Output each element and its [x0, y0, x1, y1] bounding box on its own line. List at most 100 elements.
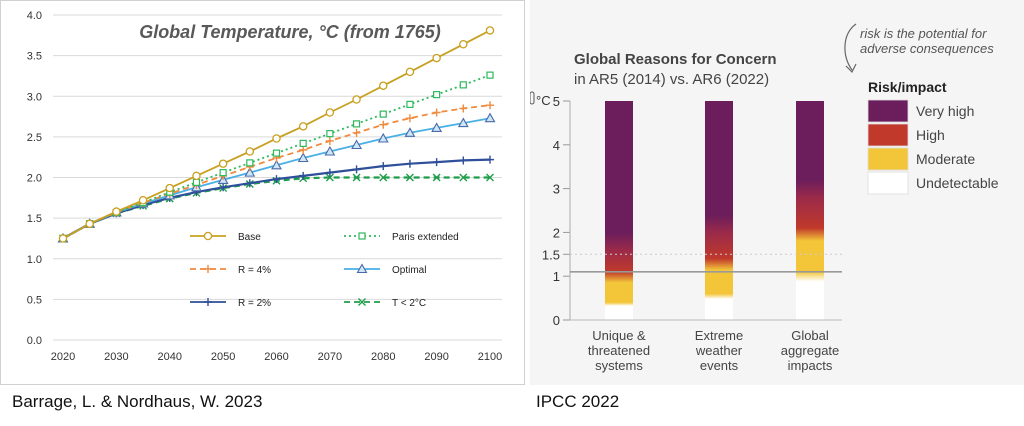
x-tick-label: 2100: [478, 351, 502, 363]
y-tick-label: 1.5: [542, 247, 560, 262]
data-point: [484, 112, 496, 123]
thermometer-icon: [529, 91, 535, 105]
category-label: threatened: [588, 343, 650, 358]
data-point: [432, 158, 441, 167]
data-point: [486, 101, 494, 110]
data-point: [138, 195, 148, 205]
legend-label: Undetectable: [916, 175, 999, 191]
chart-title: Global Reasons for Concern: [574, 51, 777, 68]
data-point: [245, 179, 254, 188]
ember-bar: [705, 101, 733, 320]
category-label: Global: [791, 328, 829, 343]
temperature-chart-panel: Global Temperature, °C (from 1765) 0.0 0.…: [0, 0, 525, 385]
data-point: [486, 71, 494, 79]
data-point: [325, 108, 335, 117]
data-point: [459, 173, 468, 182]
data-point: [431, 122, 443, 132]
category-label: events: [700, 358, 739, 373]
data-point: [459, 40, 468, 49]
data-point: [486, 155, 494, 164]
data-point: [244, 167, 256, 177]
data-point: [272, 175, 281, 184]
data-point: [299, 145, 308, 154]
legend-label: High: [916, 127, 945, 143]
data-point: [246, 159, 254, 167]
y-tick-label: 4: [553, 138, 560, 153]
y-tick-label: 2.0: [27, 173, 42, 185]
data-point: [325, 173, 334, 182]
data-point: [324, 145, 336, 156]
reasons-for-concern-panel: Global Reasons for Concern in AR5 (2014)…: [529, 0, 1024, 385]
category-label: aggregate: [781, 343, 840, 358]
chart-subtitle: in AR5 (2014) vs. AR6 (2022): [574, 71, 769, 88]
category-label: Extreme: [695, 328, 743, 343]
category-label: impacts: [788, 358, 833, 373]
y-tick-label: 3: [553, 182, 560, 197]
x-tick-label: 2040: [158, 351, 182, 363]
legend-label: Paris extended: [392, 232, 459, 243]
data-point: [379, 120, 388, 129]
annotation-line: risk is the potential for: [860, 26, 987, 41]
data-point: [459, 104, 468, 113]
data-point: [58, 234, 68, 243]
data-point: [204, 265, 212, 273]
data-point: [379, 162, 388, 171]
data-point: [219, 169, 227, 177]
annotation-arrowhead: [845, 63, 857, 74]
plot-area: [48, 8, 508, 344]
data-point: [192, 178, 201, 186]
data-point: [351, 139, 363, 150]
x-tick-label: 2020: [51, 351, 75, 363]
category-label: weather: [695, 343, 743, 358]
x-tick-label: 2080: [371, 351, 395, 363]
data-point: [352, 165, 361, 174]
data-point: [432, 108, 441, 117]
data-point: [379, 173, 388, 182]
y-tick-label: 3.5: [27, 51, 42, 63]
data-point: [405, 114, 414, 123]
reasons-for-concern-chart: Global Reasons for Concern in AR5 (2014)…: [529, 0, 1024, 385]
x-tick-label: 2030: [104, 351, 128, 363]
temperature-line-chart: Global Temperature, °C (from 1765) 0.0 0.…: [0, 0, 525, 385]
data-point: [219, 183, 228, 192]
data-point: [358, 232, 366, 240]
y-tick-label: 2.5: [27, 132, 42, 144]
data-point: [245, 147, 255, 156]
legend-label: Optimal: [392, 265, 426, 276]
legend-swatch: [867, 171, 909, 195]
data-point: [486, 173, 494, 182]
data-point: [272, 149, 281, 157]
data-point: [405, 67, 415, 77]
data-point: [325, 168, 334, 177]
data-point: [432, 53, 441, 63]
data-point: [405, 173, 414, 182]
data-point: [85, 219, 94, 229]
data-point: [326, 130, 334, 138]
data-point: [299, 139, 307, 147]
data-point: [379, 110, 387, 118]
annotation-arrow: [844, 23, 857, 71]
y-tick-label: 5: [553, 94, 560, 109]
y-tick-label: 1: [553, 269, 560, 284]
category-label: systems: [595, 358, 643, 373]
data-point: [352, 120, 361, 128]
y-tick-label: 0.5: [27, 294, 42, 306]
data-point: [457, 117, 469, 128]
legend-label: T < 2°C: [392, 298, 426, 309]
legend-label: Very high: [916, 103, 974, 119]
data-point: [405, 159, 414, 168]
data-point: [485, 26, 495, 35]
data-point: [378, 81, 388, 90]
data-point: [204, 298, 212, 306]
data-point: [218, 159, 228, 168]
legend-title: Risk/impact: [868, 79, 947, 95]
data-point: [297, 152, 309, 163]
data-point: [352, 128, 361, 137]
source-caption-left: Barrage, L. & Nordhaus, W. 2023: [12, 392, 263, 411]
ember-bar: [605, 101, 633, 320]
y-tick-label: 1.0: [27, 254, 42, 266]
data-point: [352, 173, 361, 182]
data-point: [377, 132, 389, 143]
data-point: [112, 207, 121, 216]
legend-label: R = 4%: [238, 265, 271, 276]
